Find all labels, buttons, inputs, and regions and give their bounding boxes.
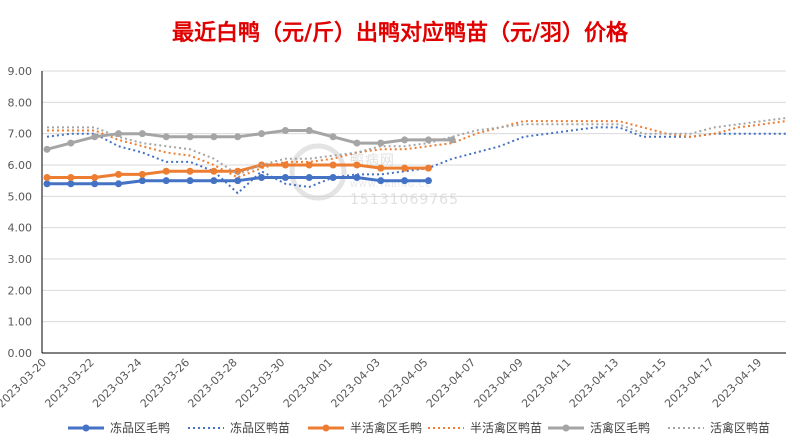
- watermark-logo: [289, 143, 347, 201]
- data-point: [43, 174, 51, 182]
- data-point: [424, 136, 432, 144]
- data-point: [305, 161, 313, 169]
- x-tick-label: 2023-03-26: [138, 356, 192, 410]
- x-tick-label: 2023-04-15: [615, 356, 669, 410]
- y-tick-label: 7.00: [8, 128, 33, 141]
- data-point: [67, 139, 75, 147]
- y-tick-label: 1.00: [8, 316, 33, 329]
- data-point: [281, 174, 289, 182]
- data-point: [162, 133, 170, 141]
- data-point: [138, 177, 146, 185]
- data-point: [401, 164, 409, 172]
- data-point: [424, 164, 432, 172]
- legend-label: 冻品区鸭苗: [230, 420, 290, 435]
- data-point: [210, 133, 218, 141]
- y-tick-label: 0.00: [8, 347, 33, 360]
- data-point: [258, 174, 266, 182]
- data-point: [377, 177, 385, 185]
- x-tick-label: 2023-03-28: [185, 356, 239, 410]
- y-tick-label: 6.00: [8, 159, 33, 172]
- x-axis-ticks: 2023-03-202023-03-222023-03-242023-03-26…: [0, 356, 764, 410]
- data-point: [401, 136, 409, 144]
- x-tick-label: 2023-03-20: [0, 356, 49, 410]
- series-line: [47, 117, 787, 176]
- data-point: [377, 164, 385, 172]
- watermark-phone: 15131069765: [350, 192, 459, 208]
- data-point: [329, 133, 337, 141]
- legend-label: 半活禽区鸭苗: [470, 420, 542, 435]
- data-point: [424, 177, 432, 185]
- data-point: [305, 174, 313, 182]
- y-tick-label: 8.00: [8, 96, 33, 109]
- y-tick-label: 2.00: [8, 284, 33, 297]
- data-point: [305, 127, 313, 135]
- data-point: [210, 167, 218, 175]
- data-point: [186, 167, 194, 175]
- data-point: [258, 130, 266, 138]
- data-point: [234, 133, 242, 141]
- x-tick-label: 2023-04-13: [567, 356, 621, 410]
- x-tick-label: 2023-04-03: [328, 356, 382, 410]
- y-tick-label: 9.00: [8, 65, 33, 78]
- x-tick-label: 2023-03-30: [233, 356, 287, 410]
- data-point: [138, 130, 146, 138]
- legend-label: 活禽区鸭苗: [710, 420, 770, 435]
- watermark-url: WWW.YABING.CC: [350, 180, 432, 189]
- gridlines: [41, 70, 786, 354]
- data-point: [91, 174, 99, 182]
- data-point: [234, 167, 242, 175]
- data-point: [186, 177, 194, 185]
- data-point: [43, 180, 51, 188]
- data-point: [67, 180, 75, 188]
- data-point: [377, 139, 385, 147]
- x-tick-label: 2023-04-09: [471, 356, 525, 410]
- data-point: [138, 170, 146, 178]
- x-tick-label: 2023-03-24: [90, 356, 144, 410]
- chart-title: 最近白鸭（元/斤）出鸭对应鸭苗（元/羽）价格: [172, 20, 629, 46]
- legend-label: 半活禽区毛鸭: [350, 420, 422, 435]
- data-point: [281, 161, 289, 169]
- data-point: [162, 177, 170, 185]
- data-point: [353, 174, 361, 182]
- data-point: [43, 145, 51, 153]
- data-point: [353, 161, 361, 169]
- legend-marker: [562, 424, 570, 432]
- x-tick-label: 2023-04-07: [424, 356, 478, 410]
- data-point: [91, 180, 99, 188]
- data-point: [115, 180, 123, 188]
- data-point: [91, 133, 99, 141]
- data-point: [210, 177, 218, 185]
- data-point: [329, 161, 337, 169]
- series-line: [47, 120, 787, 179]
- x-tick-label: 2023-03-22: [42, 356, 96, 410]
- y-tick-label: 4.00: [8, 222, 33, 235]
- y-tick-label: 3.00: [8, 253, 33, 266]
- data-point: [234, 177, 242, 185]
- series-line: [46, 129, 453, 151]
- legend-label: 冻品区毛鸭: [110, 420, 170, 435]
- data-point: [162, 167, 170, 175]
- data-point: [448, 136, 456, 144]
- data-point: [115, 170, 123, 178]
- data-point: [281, 127, 289, 135]
- series-lines: [43, 117, 787, 195]
- data-point: [186, 133, 194, 141]
- x-tick-label: 2023-04-05: [376, 356, 430, 410]
- data-point: [67, 174, 75, 182]
- x-tick-label: 2023-04-01: [281, 356, 335, 410]
- legend-marker: [322, 424, 330, 432]
- legend: 冻品区毛鸭 冻品区鸭苗 半活禽区毛鸭 半活禽区鸭苗 活禽区毛鸭 活禽区鸭苗: [68, 420, 770, 435]
- x-tick-label: 2023-04-11: [519, 356, 573, 410]
- x-tick-label: 2023-04-19: [710, 356, 764, 410]
- x-tick-label: 2023-04-17: [662, 356, 716, 410]
- data-point: [401, 177, 409, 185]
- y-tick-label: 5.00: [8, 190, 33, 203]
- y-axis-ticks: 0.00 1.00 2.00 3.00 4.00 5.00 6.00 7.00 8.00 9.00: [8, 65, 33, 360]
- legend-marker: [82, 424, 90, 432]
- watermark: 鸭病网 WWW.YABING.CC 15131069765: [289, 143, 459, 208]
- data-point: [353, 139, 361, 147]
- legend-label: 活禽区毛鸭: [590, 420, 650, 435]
